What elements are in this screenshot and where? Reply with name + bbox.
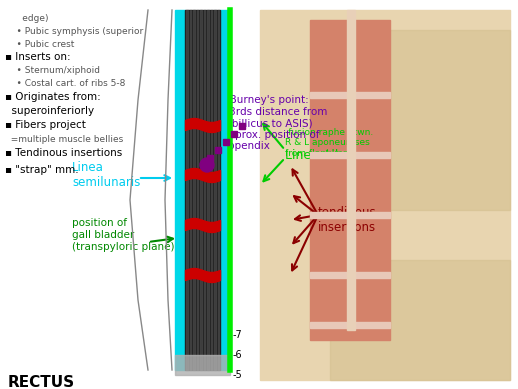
Text: superoinferiorly: superoinferiorly (5, 106, 94, 116)
Text: -6: -6 (233, 350, 242, 360)
Text: McBurney's point:
(2/3rds distance from
umbillicus to ASIS)
- approx. position o: McBurney's point: (2/3rds distance from … (215, 95, 327, 151)
Bar (220, 10, 230, 370)
Text: ▪ Inserts on:: ▪ Inserts on: (5, 52, 70, 62)
Bar (330, 260, 510, 380)
Text: ▪ Tendinous insertions: ▪ Tendinous insertions (5, 148, 122, 158)
Bar (204, 10, 205, 370)
Bar (310, 212, 390, 218)
Text: Linea Alba: Linea Alba (285, 149, 351, 161)
Text: • Sternum/xiphoid: • Sternum/xiphoid (5, 65, 100, 75)
Bar (214, 10, 215, 370)
Bar (210, 10, 212, 370)
Text: • Pubic crest: • Pubic crest (5, 40, 75, 49)
Bar (190, 10, 191, 370)
Bar (207, 10, 209, 370)
Text: -7: -7 (233, 330, 243, 340)
Text: ▪ Originates from:: ▪ Originates from: (5, 92, 100, 102)
Bar (310, 92, 390, 98)
Text: ▪ Fibers project: ▪ Fibers project (5, 120, 86, 130)
Bar (218, 10, 219, 370)
Text: -fusion raphe btwn.
R & L aponeuroses
from flank mm.: -fusion raphe btwn. R & L aponeuroses fr… (285, 128, 373, 158)
Text: RECTUS
ABDOMINUS: RECTUS ABDOMINUS (8, 375, 114, 389)
Text: Linea
semilunaris: Linea semilunaris (72, 161, 140, 189)
Bar (200, 10, 202, 370)
Bar (185, 10, 220, 370)
Bar (186, 10, 188, 370)
Circle shape (200, 158, 214, 172)
Bar (193, 10, 194, 370)
Bar (310, 272, 390, 278)
Bar (370, 30, 510, 210)
Text: -5: -5 (233, 370, 243, 380)
Bar (310, 322, 390, 328)
Text: • Costal cart. of ribs 5-8: • Costal cart. of ribs 5-8 (5, 79, 125, 88)
Bar (175, 10, 185, 370)
Text: =multiple muscle bellies: =multiple muscle bellies (5, 135, 123, 144)
Text: tendinous
insertions: tendinous insertions (318, 206, 377, 234)
Bar (260, 10, 510, 380)
Text: ▪ "strap" mm.: ▪ "strap" mm. (5, 165, 79, 175)
Bar (347, 10, 355, 330)
Bar (310, 20, 390, 340)
Text: • Pubic symphysis (superior: • Pubic symphysis (superior (5, 26, 143, 35)
Bar (175, 355, 230, 375)
Bar (310, 152, 390, 158)
Bar (196, 10, 198, 370)
Text: edge): edge) (5, 14, 49, 23)
Text: position of
gall bladder
(transpyloric plane): position of gall bladder (transpyloric p… (72, 218, 175, 252)
